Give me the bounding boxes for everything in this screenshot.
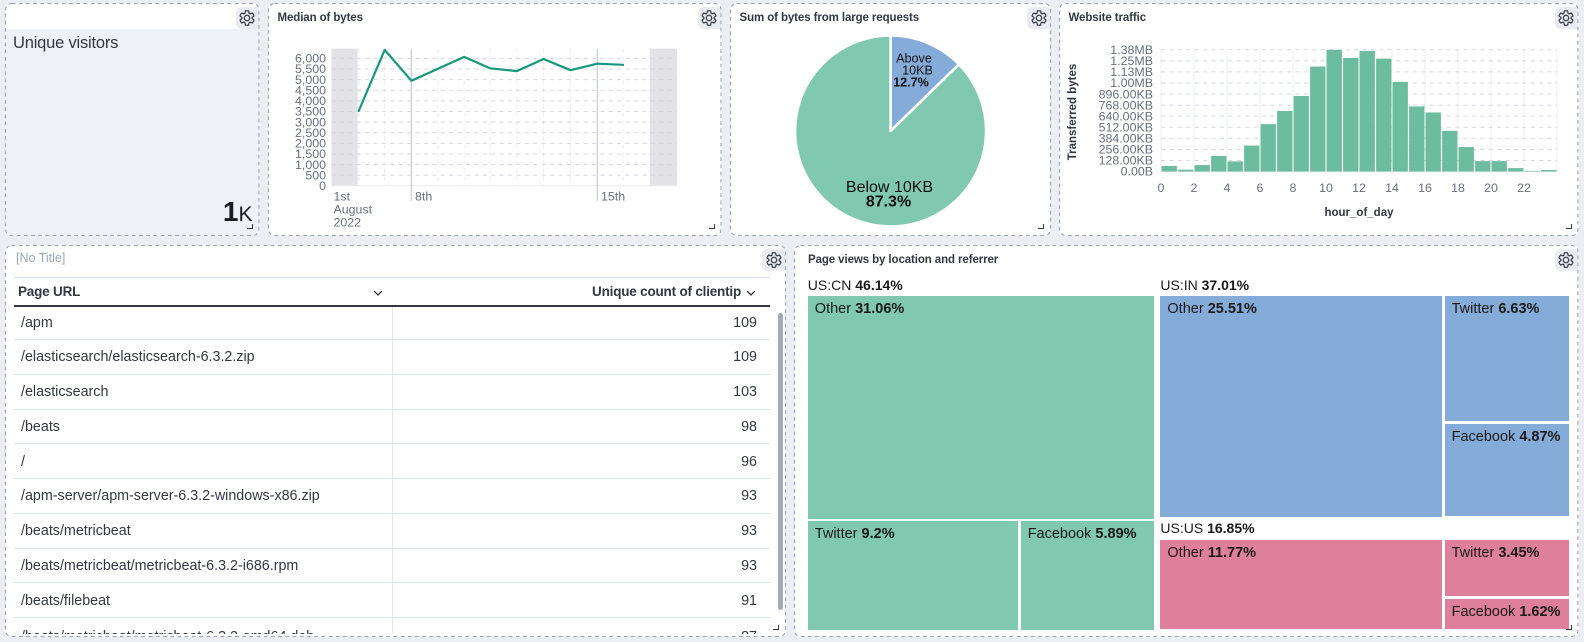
svg-text:87.3%: 87.3% — [866, 194, 911, 211]
svg-text:1st: 1st — [334, 190, 351, 204]
svg-text:Transferred bytes: Transferred bytes — [1067, 64, 1079, 161]
svg-text:6: 6 — [1257, 181, 1264, 195]
svg-text:10: 10 — [1319, 181, 1333, 195]
svg-text:14: 14 — [1385, 181, 1399, 195]
svg-text:4: 4 — [1224, 181, 1231, 195]
svg-text:hour_of_day: hour_of_day — [1324, 207, 1394, 219]
svg-text:12: 12 — [1352, 181, 1366, 195]
svg-text:1.38MB: 1.38MB — [1110, 43, 1153, 57]
svg-text:0: 0 — [1158, 181, 1165, 195]
svg-text:August: August — [334, 203, 373, 217]
svg-text:2022: 2022 — [334, 216, 362, 230]
svg-text:18: 18 — [1451, 181, 1465, 195]
svg-text:16: 16 — [1418, 181, 1432, 195]
svg-text:8: 8 — [1290, 181, 1297, 195]
svg-text:2: 2 — [1191, 181, 1198, 195]
svg-text:20: 20 — [1484, 181, 1498, 195]
svg-text:6,000: 6,000 — [295, 52, 326, 66]
svg-text:15th: 15th — [601, 190, 625, 204]
svg-text:22: 22 — [1517, 181, 1531, 195]
svg-text:8th: 8th — [415, 190, 432, 204]
svg-text:12.7%: 12.7% — [893, 76, 929, 90]
